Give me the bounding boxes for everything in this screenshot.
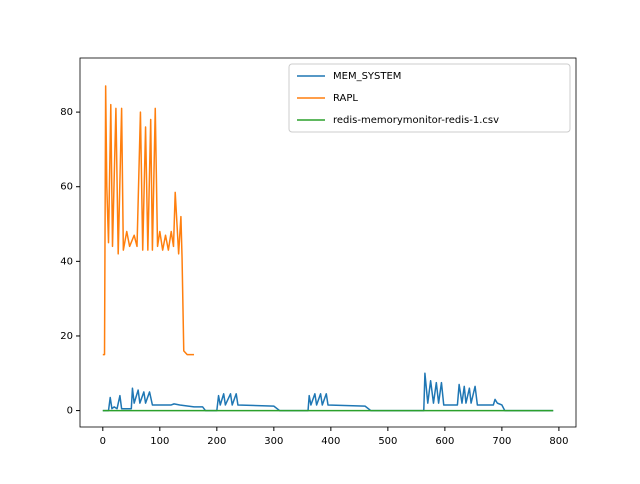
- y-tick-label: 40: [60, 256, 73, 267]
- x-tick-label: 100: [150, 436, 169, 447]
- y-tick-label: 0: [67, 406, 73, 417]
- legend-label: redis-memorymonitor-redis-1.csv: [333, 115, 499, 126]
- x-tick-label: 600: [435, 436, 454, 447]
- x-tick-label: 0: [100, 436, 106, 447]
- legend-label: RAPL: [333, 93, 358, 104]
- x-tick-label: 200: [207, 436, 226, 447]
- x-tick-label: 400: [321, 436, 340, 447]
- y-tick-label: 20: [60, 331, 73, 342]
- y-tick-label: 60: [60, 182, 73, 193]
- x-tick-label: 500: [378, 436, 397, 447]
- y-tick-label: 80: [60, 107, 73, 118]
- x-tick-label: 700: [492, 436, 511, 447]
- legend-label: MEM_SYSTEM: [333, 71, 401, 82]
- x-tick-label: 300: [264, 436, 283, 447]
- series-line: [102, 85, 195, 356]
- x-tick-label: 800: [549, 436, 568, 447]
- legend-box: [288, 63, 571, 133]
- plot-frame: [79, 57, 577, 428]
